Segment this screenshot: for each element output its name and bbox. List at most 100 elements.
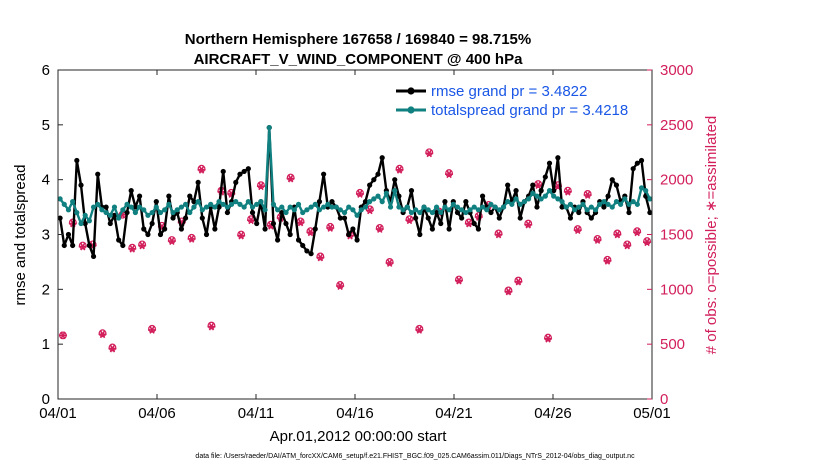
obs-possible-marker <box>138 240 147 249</box>
y-right-tick-label: 2000 <box>660 172 693 189</box>
spread-series-point <box>475 207 482 213</box>
spread-series-point <box>567 201 574 207</box>
obs-assimilated-marker <box>395 165 404 174</box>
obs-assimilated-marker <box>593 236 602 244</box>
spread-series-point <box>488 201 494 207</box>
spread-series-point <box>61 201 67 207</box>
obs-assimilated-marker <box>633 228 642 237</box>
spread-series-point <box>630 199 636 205</box>
obs-possible-marker <box>395 164 404 173</box>
obs-possible-marker <box>633 227 642 236</box>
spread-series-point <box>178 204 185 210</box>
y-right-tick-label: 500 <box>660 336 685 353</box>
rmse-series-point <box>371 177 377 183</box>
spread-series-point <box>203 204 210 210</box>
spread-series-point <box>241 204 247 210</box>
obs-assimilated-marker <box>237 231 246 240</box>
rmse-series-point <box>513 188 519 194</box>
rmse-series-point <box>145 231 151 238</box>
spread-series-point <box>166 201 172 207</box>
spread-series-point <box>429 209 435 216</box>
y-axis-right-label: # of obs: o=possible; ∗=assimilated <box>703 116 720 355</box>
spread-series-point <box>572 207 578 213</box>
spread-series-point <box>170 209 176 216</box>
rmse-series-point <box>166 193 172 199</box>
rmse-series-point <box>634 160 640 166</box>
spread-series-point <box>576 204 582 210</box>
rmse-series-point <box>375 171 381 177</box>
y-right-tick-label: 0 <box>660 391 668 408</box>
obs-assimilated-marker <box>405 216 414 225</box>
legend-rmse-label: rmse grand pr = 3.4822 <box>431 83 587 100</box>
obs-assimilated-marker <box>336 282 345 290</box>
spread-series-point <box>258 199 264 205</box>
rmse-series-point <box>182 215 189 221</box>
rmse-series-point <box>534 204 540 210</box>
spread-series-point <box>337 207 343 213</box>
spread-series-point <box>141 207 147 213</box>
spread-series-point <box>304 207 310 213</box>
rmse-series-point <box>300 242 306 249</box>
y-left-tick-label: 6 <box>42 62 50 79</box>
rmse-series-point <box>132 204 138 210</box>
rmse-series-point <box>413 215 419 221</box>
spread-series-point <box>500 204 507 210</box>
obs-assimilated-marker <box>603 256 612 265</box>
rmse-series-point <box>295 237 302 243</box>
legend-spread-marker <box>407 106 415 114</box>
obs-assimilated-marker <box>454 276 463 285</box>
rmse-series-point <box>241 168 247 175</box>
spread-series-point <box>542 193 548 199</box>
rmse-series-point <box>224 209 231 216</box>
rmse-series-point <box>191 199 197 205</box>
obs-assimilated-marker <box>98 330 107 339</box>
spread-series-point <box>408 209 415 216</box>
rmse-series-point <box>354 237 360 243</box>
spread-series-point <box>400 207 406 213</box>
obs-assimilated-marker <box>494 230 503 239</box>
obs-possible-marker <box>445 169 453 177</box>
spread-series-point <box>379 199 385 205</box>
spread-series-point <box>530 190 536 196</box>
rmse-series-line <box>58 126 652 258</box>
rmse-series-point <box>337 215 343 221</box>
spread-series-point <box>224 204 231 210</box>
obs-possible-marker <box>603 255 612 264</box>
rmse-series-point <box>116 237 122 243</box>
obs-possible-marker <box>356 188 364 197</box>
obs-possible-marker <box>623 240 632 249</box>
obs-possible-marker <box>336 281 345 289</box>
spread-series-point <box>618 201 624 207</box>
rmse-series-point <box>128 188 134 194</box>
spread-series-point <box>116 215 122 221</box>
obs-assimilated-marker <box>375 225 384 233</box>
rmse-series-point <box>233 179 239 186</box>
spread-series-point <box>350 207 356 213</box>
obs-possible-marker <box>583 190 592 198</box>
rmse-series-point <box>425 215 431 221</box>
y-right-tick-label: 1000 <box>660 281 693 298</box>
rmse-series-point <box>279 209 285 216</box>
spread-series-point <box>95 201 101 207</box>
y-left-tick-label: 4 <box>42 172 50 189</box>
obs-possible-marker <box>237 230 246 239</box>
spread-series-point <box>128 204 134 210</box>
spread-series-point <box>546 188 553 194</box>
rmse-series-point <box>605 193 611 199</box>
plot-area <box>57 124 653 353</box>
spread-series-point <box>367 199 373 205</box>
obs-assimilated-marker <box>316 253 325 262</box>
spread-series-point <box>316 207 323 213</box>
spread-series-point <box>120 207 126 213</box>
spread-series-point <box>308 204 314 210</box>
spread-series-point <box>438 209 444 216</box>
spread-series-point <box>191 204 197 210</box>
spread-series-point <box>643 188 649 194</box>
x-tick-label: 04/11 <box>238 405 274 422</box>
rmse-series-point <box>141 226 147 232</box>
rmse-series-point <box>367 182 373 188</box>
obs-possible-marker <box>455 275 463 284</box>
rmse-series-point <box>275 237 281 243</box>
x-tick-label: 04/06 <box>138 405 176 422</box>
obs-assimilated-marker <box>385 259 394 267</box>
